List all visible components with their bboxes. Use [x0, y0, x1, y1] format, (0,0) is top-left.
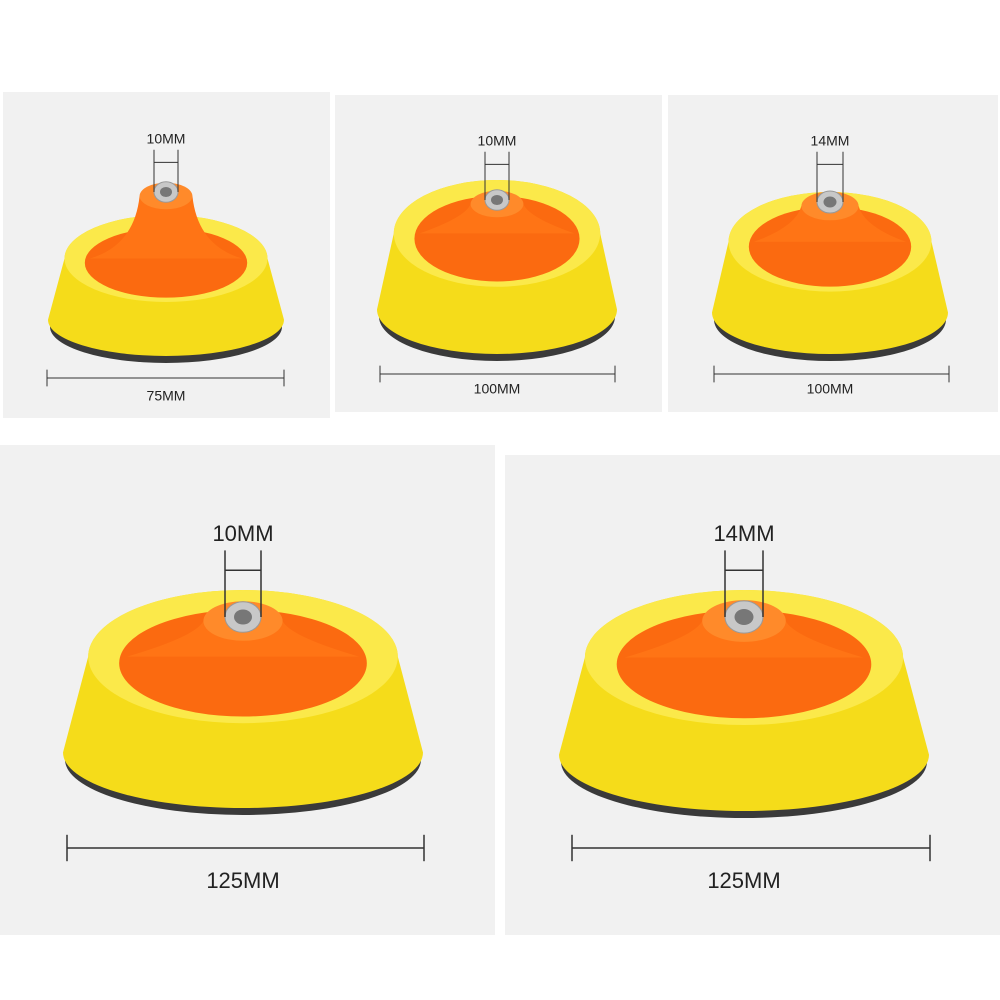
diameter-label: 100MM — [807, 381, 854, 397]
thread-size-label: 14MM — [811, 133, 850, 149]
thread-size-label: 10MM — [212, 521, 273, 546]
orange-backing — [414, 196, 580, 282]
orange-dome — [419, 204, 575, 234]
diameter-label: 125MM — [206, 868, 279, 893]
thread-hole — [234, 609, 252, 625]
orange-dome — [753, 206, 907, 242]
thread-hole — [734, 609, 754, 625]
thread-hole — [160, 186, 172, 198]
diameter-label: 125MM — [707, 868, 780, 893]
diameter-label: 75MM — [147, 388, 186, 404]
orange-backing — [119, 609, 367, 717]
orange-dome — [89, 196, 243, 259]
thread-size-label: 10MM — [478, 133, 517, 149]
thread-size-label: 10MM — [147, 131, 186, 147]
thread-hole — [823, 196, 837, 208]
diameter-label: 100MM — [474, 381, 521, 397]
thread-size-label: 14MM — [713, 521, 774, 546]
orange-backing — [616, 610, 872, 719]
thread-hole — [491, 194, 503, 206]
